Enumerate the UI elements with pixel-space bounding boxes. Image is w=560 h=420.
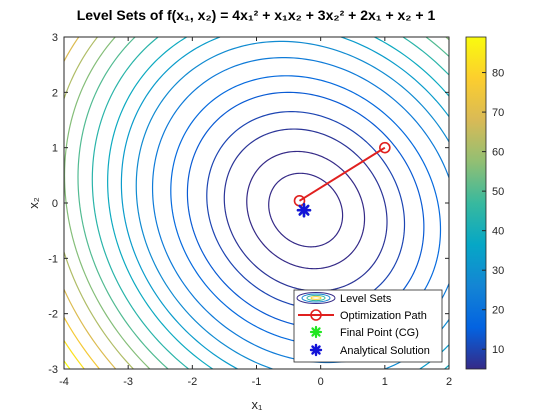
x-tick-label-0: -4 (59, 376, 69, 388)
data-markers (293, 141, 391, 218)
analytical-solution-marker (296, 202, 312, 218)
contour-level-1 (246, 150, 366, 270)
colorbar-ticks: 10 20 30 40 50 60 70 80 (482, 68, 504, 356)
chart-title: Level Sets of f(x₁, x₂) = 4x₁² + x₁x₂ + … (77, 7, 436, 23)
contour-level-10 (91, 37, 449, 369)
contour-level-9 (107, 37, 449, 369)
colorbar-tick-label-1: 20 (492, 305, 504, 317)
contour-level-11 (77, 37, 449, 369)
y-tick-label-6: 3 (52, 32, 58, 44)
colorbar-tick-label-7: 80 (492, 68, 504, 80)
legend-label-analytical-solution: Analytical Solution (340, 345, 430, 357)
contour-level-13 (64, 37, 135, 369)
legend-swatch-analytical-solution (309, 343, 323, 357)
contour-level-2 (223, 128, 388, 292)
y-tick-label-4: 1 (52, 143, 58, 155)
y-tick-label-5: 2 (52, 87, 58, 99)
contour-level-7 (135, 40, 449, 369)
x-tick-label-1: -3 (123, 376, 133, 388)
contour-level-0 (268, 172, 344, 248)
legend: Level Sets Optimization Path Final Point… (293, 289, 443, 363)
legend-label-level-sets: Level Sets (340, 293, 392, 305)
x-tick-label-2: -2 (187, 376, 197, 388)
y-tick-label-1: -2 (48, 309, 58, 321)
y-tick-label-3: 0 (52, 198, 58, 210)
x-tick-label-6: 2 (446, 376, 452, 388)
y-tick-label-2: -1 (48, 253, 58, 265)
x-tick-label-3: -1 (252, 376, 262, 388)
legend-label-optimization-path: Optimization Path (340, 310, 427, 322)
y-tick-label-0: -3 (48, 364, 58, 376)
x-tick-label-5: 1 (382, 376, 388, 388)
legend-swatch-optimization-path (298, 309, 334, 321)
contour-level-4 (186, 91, 425, 329)
legend-final-asterisk (309, 325, 323, 339)
contour-level-12 (64, 37, 449, 369)
colorbar-tick-label-6: 70 (492, 107, 504, 119)
x-axis-label: x₁ (252, 397, 264, 412)
colorbar-tick-label-5: 60 (492, 147, 504, 159)
colorbar-gradient (465, 36, 487, 370)
contour-level-14 (64, 37, 117, 369)
colorbar: 10 20 30 40 50 60 70 80 (465, 36, 504, 370)
legend-analytical-asterisk (309, 343, 323, 357)
contour-level-3 (206, 111, 406, 310)
legend-swatch-final-point (309, 325, 323, 339)
legend-swatch-level-sets (296, 292, 336, 304)
y-axis-label: x₂ (26, 197, 41, 209)
optimization-path-line (298, 146, 386, 202)
contour-level-8 (120, 37, 449, 369)
legend-label-final-point: Final Point (CG) (340, 327, 419, 339)
colorbar-tick-label-0: 10 (492, 344, 504, 356)
optimization-path-point-0 (379, 141, 391, 154)
colorbar-tick-label-3: 40 (492, 226, 504, 238)
x-tick-label-4: 0 (318, 376, 324, 388)
colorbar-tick-label-4: 50 (492, 186, 504, 198)
colorbar-tick-label-2: 30 (492, 265, 504, 277)
